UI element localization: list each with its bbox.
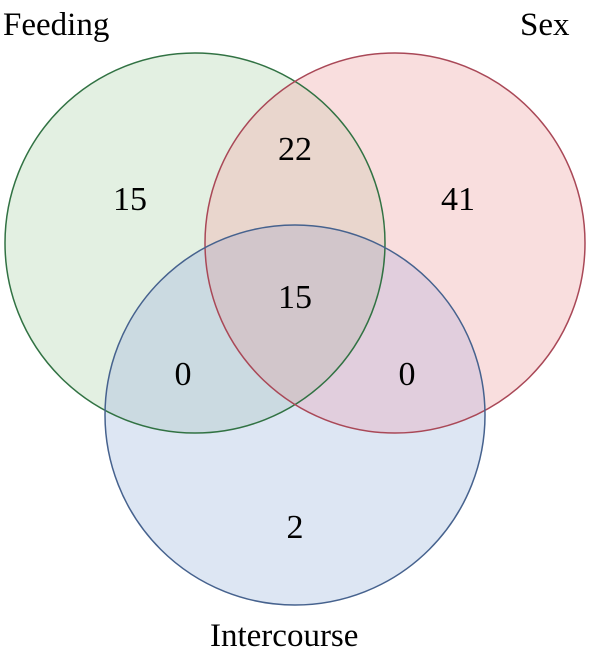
value-abc: 15: [278, 281, 312, 315]
value-b-only: 41: [441, 183, 475, 217]
set-label-intercourse: Intercourse: [210, 620, 358, 653]
set-label-feeding: Feeding: [3, 9, 109, 42]
value-ac: 0: [175, 358, 192, 392]
value-bc: 0: [399, 358, 416, 392]
value-a-only: 15: [113, 183, 147, 217]
value-ab: 22: [278, 133, 312, 167]
value-c-only: 2: [287, 511, 304, 545]
venn-diagram: Feeding Sex Intercourse 15 41 2 22 0 0 1…: [0, 0, 596, 658]
venn-svg: [0, 0, 596, 658]
set-label-sex: Sex: [520, 9, 570, 42]
